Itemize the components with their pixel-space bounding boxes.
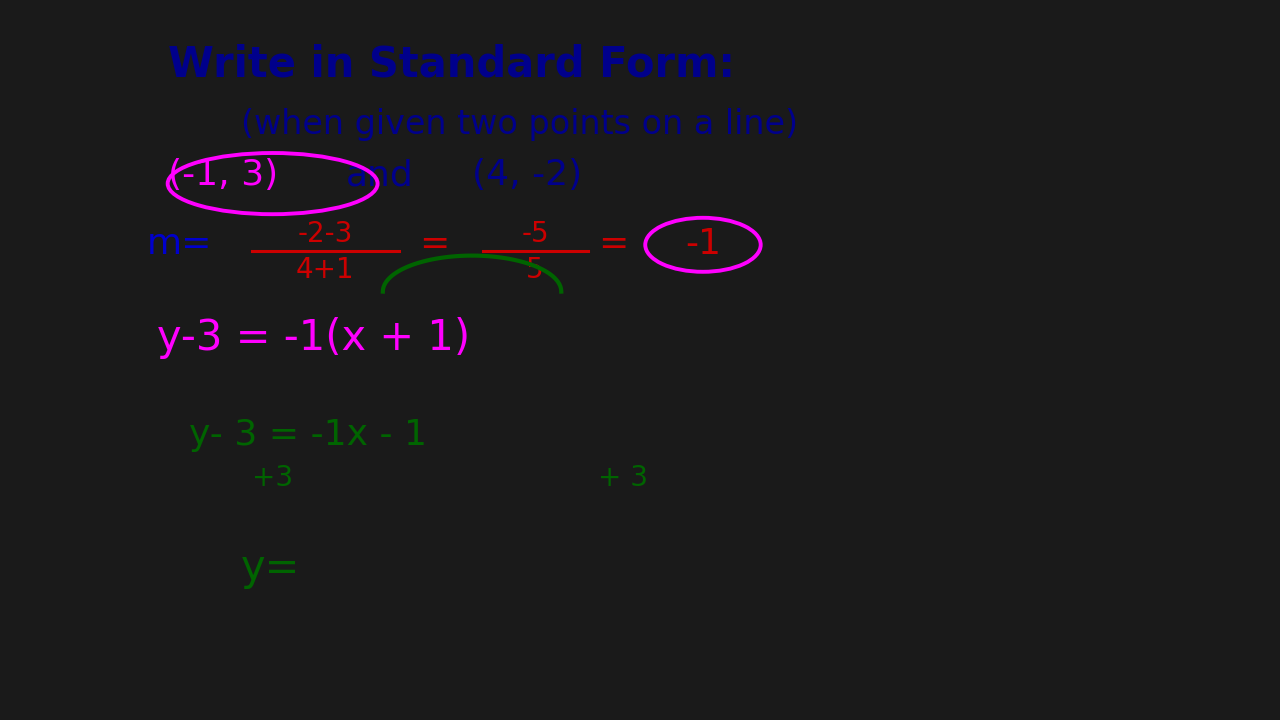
- Text: =: =: [420, 227, 451, 261]
- Text: and: and: [346, 158, 413, 192]
- Text: -5: -5: [521, 220, 549, 248]
- Text: y=: y=: [241, 547, 301, 589]
- Text: (-1, 3): (-1, 3): [168, 158, 278, 192]
- Text: -2-3: -2-3: [297, 220, 353, 248]
- Text: y- 3 = -1x - 1: y- 3 = -1x - 1: [188, 418, 426, 451]
- Text: Write in Standard Form:: Write in Standard Form:: [168, 43, 735, 85]
- Text: (when given two points on a line): (when given two points on a line): [241, 108, 799, 141]
- Text: =: =: [598, 227, 628, 261]
- Text: + 3: + 3: [598, 464, 648, 492]
- Text: y-3 = -1(x + 1): y-3 = -1(x + 1): [157, 317, 470, 359]
- Text: (4, -2): (4, -2): [472, 158, 582, 192]
- Text: m=: m=: [147, 227, 212, 261]
- Text: -1: -1: [685, 227, 721, 261]
- Text: 4+1: 4+1: [296, 256, 355, 284]
- Text: 5: 5: [526, 256, 544, 284]
- Text: +3: +3: [252, 464, 293, 492]
